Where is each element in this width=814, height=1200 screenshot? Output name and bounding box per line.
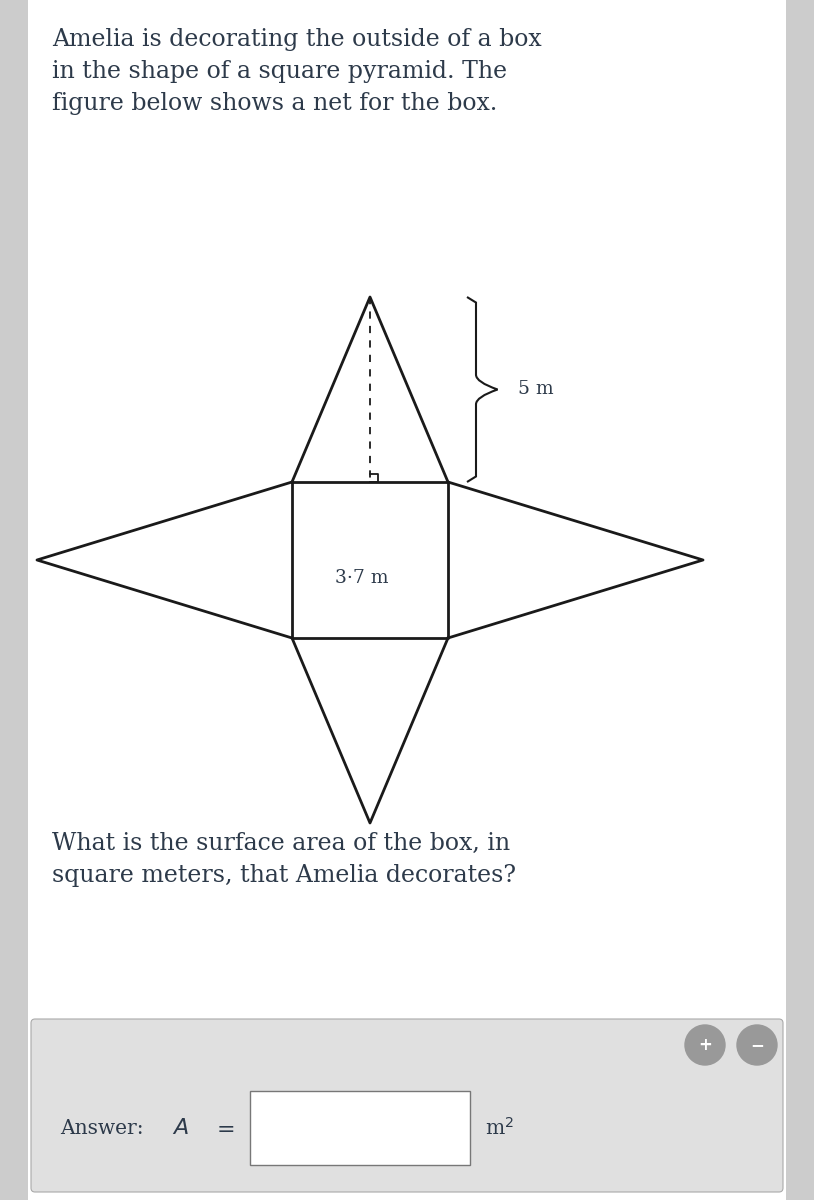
Bar	[0, 0, 28, 1200]
Text: +: +	[698, 1036, 712, 1054]
Text: What is the surface area of the box, in
square meters, that Amelia decorates?: What is the surface area of the box, in …	[52, 832, 516, 887]
Text: $\mathit{A}$: $\mathit{A}$	[172, 1118, 189, 1138]
FancyBboxPatch shape	[31, 1019, 783, 1192]
Text: Amelia is decorating the outside of a box
in the shape of a square pyramid. The
: Amelia is decorating the outside of a bo…	[52, 28, 541, 115]
Text: −: −	[750, 1036, 764, 1054]
Text: 3·7 m: 3·7 m	[335, 569, 389, 587]
Circle shape	[685, 1025, 725, 1066]
Text: Answer:: Answer:	[60, 1118, 143, 1138]
Text: 5 m: 5 m	[518, 380, 554, 398]
Text: $=$: $=$	[212, 1118, 234, 1138]
Circle shape	[737, 1025, 777, 1066]
Bar	[786, 0, 814, 1200]
Bar	[250, 1091, 470, 1165]
Text: m$^2$: m$^2$	[485, 1117, 514, 1139]
